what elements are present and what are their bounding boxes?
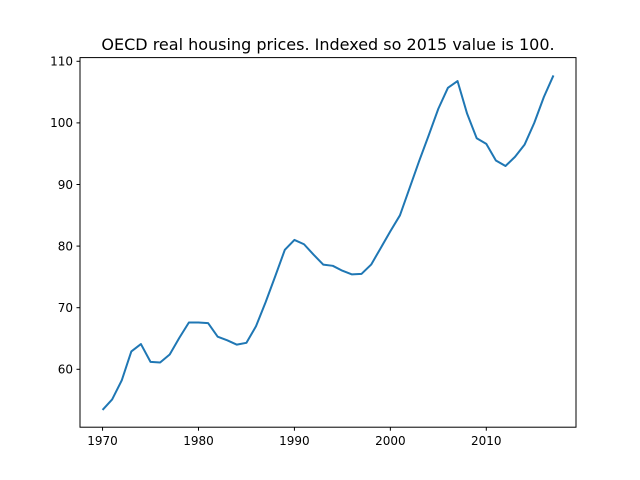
- y-tick-label: 70: [58, 301, 73, 315]
- y-tick-label: 90: [58, 178, 73, 192]
- plot-area: [101, 75, 555, 411]
- x-tick-label: 1990: [279, 434, 310, 448]
- chart-title: OECD real housing prices. Indexed so 201…: [101, 35, 554, 54]
- y-axis: 60 70 80 90 100 110: [50, 55, 80, 377]
- series-line-0: [101, 75, 555, 411]
- y-tick-label: 100: [50, 116, 73, 130]
- x-tick-label: 1980: [183, 434, 214, 448]
- x-tick-label: 2000: [375, 434, 406, 448]
- y-tick-label: 60: [58, 363, 73, 377]
- y-tick-label: 80: [58, 239, 73, 253]
- axes-frame: [79, 57, 577, 428]
- x-tick-label: 2010: [471, 434, 502, 448]
- x-tick-label: 1970: [87, 434, 118, 448]
- y-tick-label: 110: [50, 55, 73, 69]
- x-axis: 1970 1980 1990 2000 2010: [87, 427, 502, 448]
